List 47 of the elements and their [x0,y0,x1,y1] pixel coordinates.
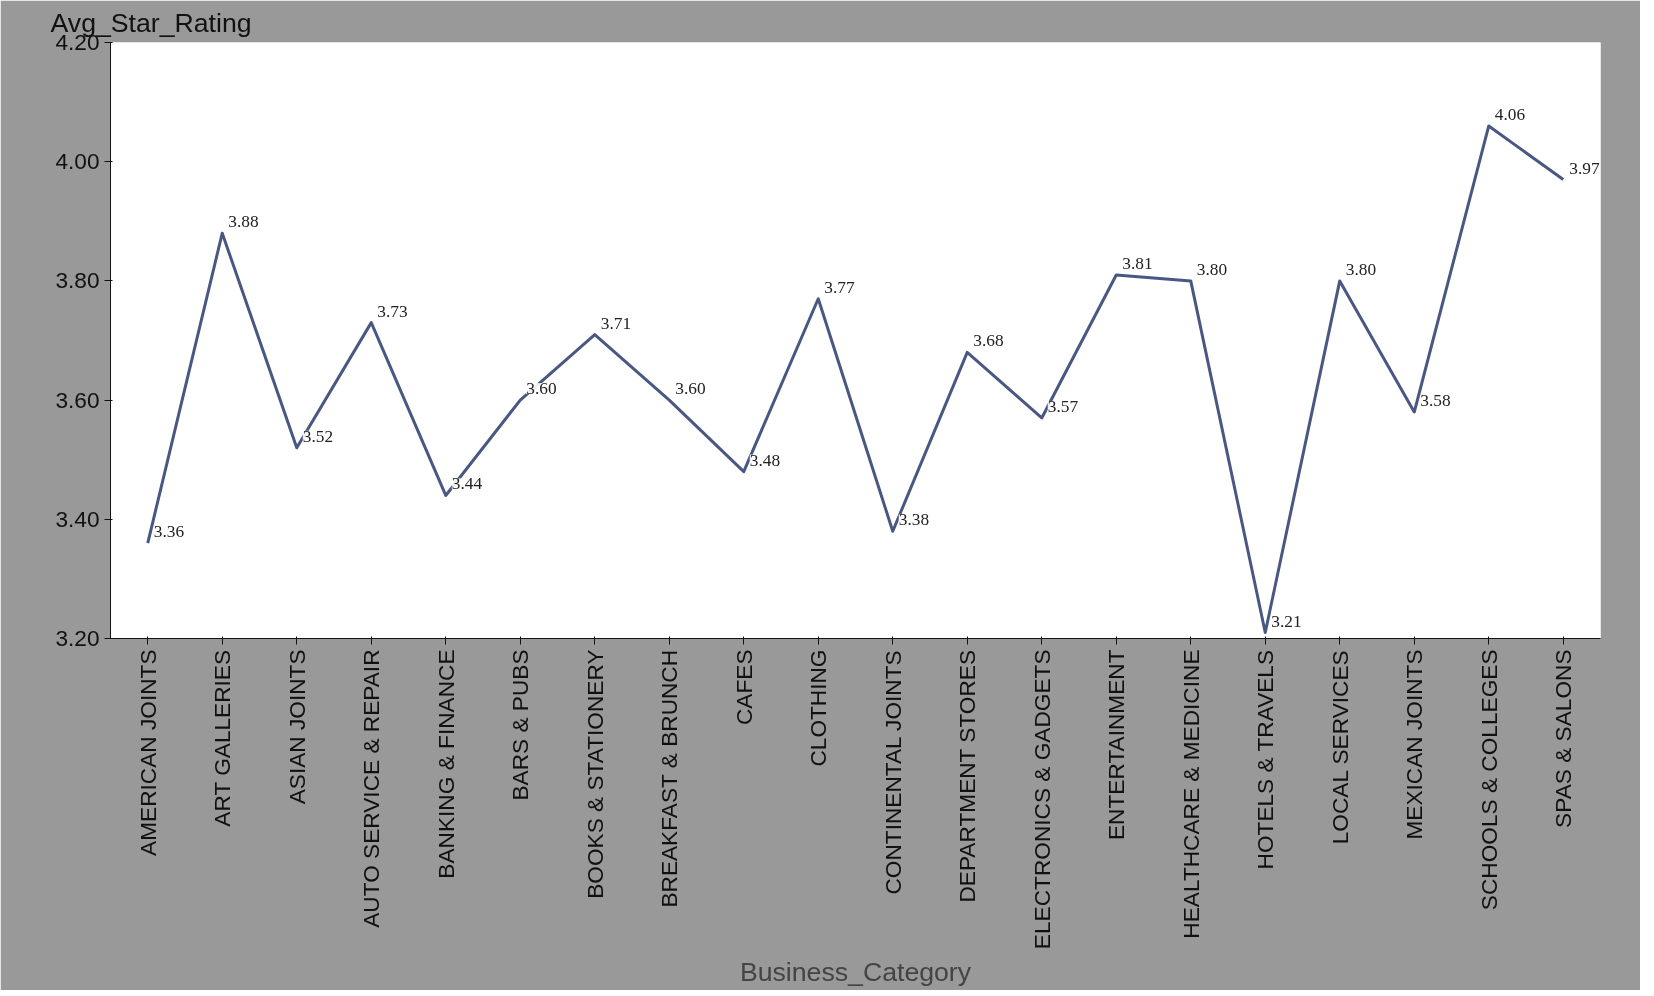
y-tick-label: 3.40 [55,505,100,532]
text: 3.97 [1569,158,1600,178]
text: 4.06 [1494,104,1526,124]
x-axis-title: Business_Category [739,957,972,988]
text: 3.80 [1196,259,1228,279]
y-tick-label: 4.00 [55,148,100,175]
x-tick-label: BARS & PUBS [507,649,534,801]
x-tick-label: ENTERTAINMENT [1103,649,1130,840]
x-tick-label: BOOKS & STATIONERY [581,649,608,899]
text: 3.60 [675,379,706,399]
text: 3.48 [749,450,781,470]
y-tick-label: 3.60 [55,386,100,413]
x-tick-label: CONTINENTAL JOINTS [879,650,906,895]
text: 3.71 [600,313,632,333]
x-tick-label: BREAKFAST & BRUNCH [656,649,683,908]
x-tick-label: SCHOOLS & COLLEGES [1475,649,1502,911]
text: 3.38 [898,510,930,530]
x-tick-label: AMERICAN JOINTS [134,649,161,856]
text: 3.21 [1271,611,1302,631]
x-tick-label: MEXICAN JOINTS [1401,649,1428,840]
x-tick-label: HEALTHCARE & MEDICINE [1177,649,1204,939]
x-tick-label: ELECTRONICS & GADGETS [1028,649,1055,950]
text: 3.57 [1047,396,1079,416]
x-tick-label: ART GALLERIES [209,649,236,827]
text: 3.80 [1345,259,1377,279]
text: 3.44 [451,474,483,494]
text: 3.68 [973,331,1004,351]
x-tick-label: SPAS & SALONS [1550,649,1577,828]
x-tick-label: AUTO SERVICE & REPAIR [358,649,385,928]
x-tick-label: DEPARTMENT STORES [954,649,981,903]
x-tick-label: CAFES [730,649,757,726]
x-tick-label: CLOTHING [805,649,832,767]
text: 3.73 [377,301,408,321]
x-tick-label: HOTELS & TRAVELS [1252,649,1279,870]
text: 3.52 [302,426,334,446]
text: 3.58 [1420,391,1451,411]
text: 3.60 [526,379,557,399]
line-series [146,124,1565,635]
x-tick-label: LOCAL SERVICES [1326,650,1353,845]
text: 3.36 [153,522,185,542]
text: 3.88 [228,212,259,232]
text: 3.77 [824,277,855,297]
x-tick-label: ASIAN JOINTS [283,649,310,805]
y-tick-label: 3.20 [55,625,100,651]
x-tick-label: BANKING & FINANCE [432,649,459,879]
text: 3.81 [1122,253,1153,273]
y-tick-label: 3.80 [55,267,100,294]
